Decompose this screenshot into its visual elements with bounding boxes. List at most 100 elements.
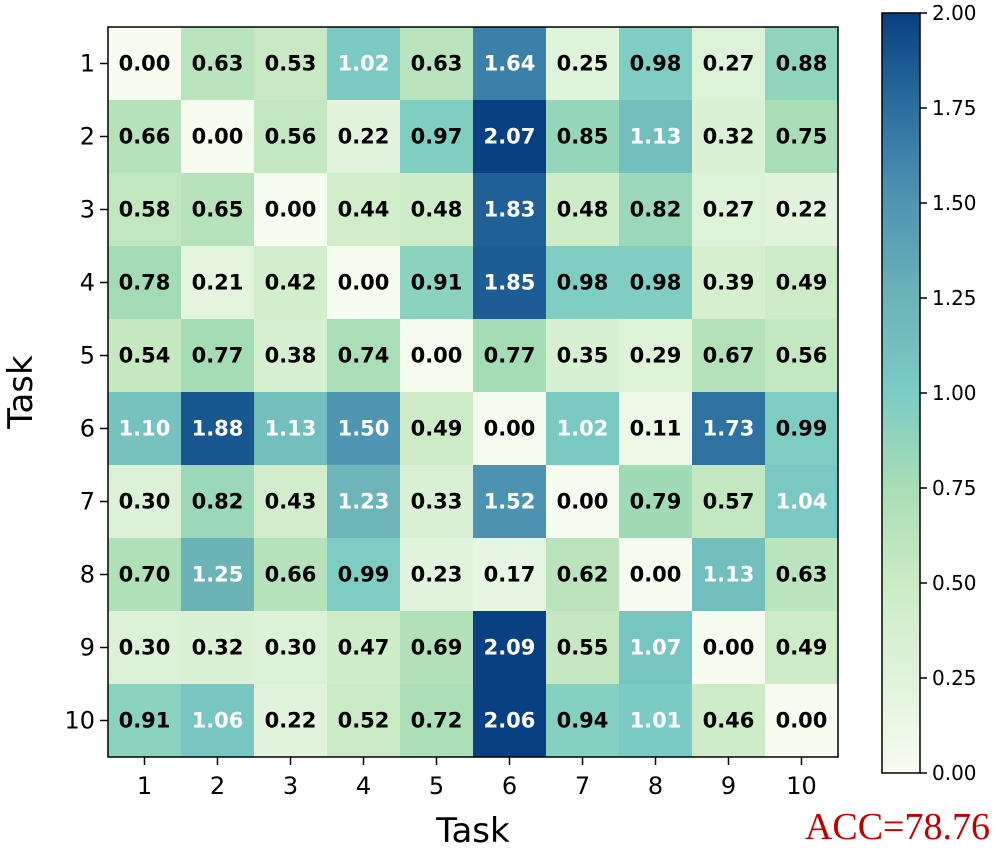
heatmap-cell	[400, 538, 474, 612]
colorbar-tick-label: 0.50	[932, 571, 977, 595]
heatmap-cell	[181, 27, 255, 101]
heatmap-cell-value: 0.54	[119, 344, 171, 368]
heatmap-cell-value: 0.63	[411, 52, 463, 76]
heatmap-cell-value: 0.49	[776, 636, 828, 660]
heatmap-cell-value: 0.69	[411, 636, 463, 660]
heatmap-cell	[327, 27, 401, 101]
heatmap-cell-value: 2.09	[484, 636, 536, 660]
heatmap-cell-value: 0.78	[119, 271, 171, 295]
heatmap-cell-value: 0.91	[119, 709, 171, 733]
heatmap-cell-value: 0.58	[119, 198, 171, 222]
heatmap-cell	[327, 538, 401, 612]
heatmap-cell	[108, 100, 182, 174]
heatmap-cell-value: 0.30	[119, 636, 171, 660]
heatmap-cell-value: 1.04	[776, 490, 828, 514]
heatmap-cell	[254, 27, 328, 101]
x-tick-label: 4	[356, 772, 371, 800]
heatmap-cell-value: 0.35	[557, 344, 609, 368]
heatmap-cell-value: 1.10	[119, 417, 171, 441]
heatmap-cell-value: 0.49	[776, 271, 828, 295]
x-tick-label: 9	[721, 772, 736, 800]
heatmap-cell-value: 0.17	[484, 563, 536, 587]
heatmap-cell-value: 0.66	[119, 125, 171, 149]
heatmap-cell-value: 0.32	[192, 636, 244, 660]
heatmap-cell-value: 2.06	[484, 709, 536, 733]
heatmap-cell-value: 1.25	[192, 563, 244, 587]
heatmap-cell	[546, 27, 620, 101]
x-tick-label: 7	[575, 772, 590, 800]
heatmap-cell	[765, 319, 839, 393]
heatmap-cell	[400, 684, 474, 758]
heatmap-cell-value: 1.83	[484, 198, 536, 222]
heatmap-cell	[327, 100, 401, 174]
heatmap-cell	[400, 100, 474, 174]
heatmap-cell	[400, 611, 474, 685]
heatmap-cell-value: 0.38	[265, 344, 317, 368]
colorbar-tick-label: 0.75	[932, 476, 977, 500]
heatmap-cell	[619, 173, 693, 247]
heatmap-cell-value: 0.29	[630, 344, 682, 368]
heatmap-cell	[254, 319, 328, 393]
heatmap-cell-value: 0.22	[776, 198, 828, 222]
heatmap-cell	[181, 100, 255, 174]
heatmap-cell-value: 0.98	[630, 52, 682, 76]
y-tick-label: 8	[80, 561, 95, 589]
heatmap-cell	[546, 465, 620, 539]
heatmap-cell-value: 0.25	[557, 52, 609, 76]
heatmap-cell-value: 0.00	[265, 198, 317, 222]
heatmap-cell-value: 0.22	[265, 709, 317, 733]
heatmap-cell-value: 0.94	[557, 709, 609, 733]
heatmap-cell	[473, 684, 547, 758]
heatmap-cells	[108, 27, 839, 758]
heatmap-cell	[473, 319, 547, 393]
y-axis-ticks: 1 2 3 4 5 6 7 8 9 10	[64, 50, 108, 735]
heatmap-cell	[181, 611, 255, 685]
heatmap-cell-value: 1.73	[703, 417, 755, 441]
heatmap-cell	[692, 392, 766, 466]
heatmap-cell	[327, 465, 401, 539]
heatmap-cell	[254, 611, 328, 685]
heatmap-cell	[108, 27, 182, 101]
heatmap-cell	[108, 392, 182, 466]
heatmap-cell	[108, 611, 182, 685]
heatmap-cell	[254, 392, 328, 466]
y-tick-label: 5	[80, 342, 95, 370]
colorbar	[881, 12, 921, 774]
heatmap-cell	[546, 100, 620, 174]
heatmap-cell-value: 1.52	[484, 490, 536, 514]
heatmap-cell-value: 0.00	[484, 417, 536, 441]
heatmap-cell-value: 0.39	[703, 271, 755, 295]
heatmap-cell	[765, 684, 839, 758]
x-axis-title: Task	[435, 811, 510, 849]
heatmap-cell	[181, 465, 255, 539]
heatmap-cell	[765, 173, 839, 247]
heatmap-cell-value: 1.13	[703, 563, 755, 587]
heatmap-cell-value: 0.30	[265, 636, 317, 660]
heatmap-cell-value: 0.00	[411, 344, 463, 368]
heatmap-cell-value: 0.72	[411, 709, 463, 733]
heatmap-cell-value: 0.48	[411, 198, 463, 222]
heatmap-cell-value: 0.53	[265, 52, 317, 76]
heatmap-cell-value: 0.88	[776, 52, 828, 76]
heatmap-cell	[181, 246, 255, 320]
heatmap-cell	[692, 319, 766, 393]
heatmap-cell-value: 0.46	[703, 709, 755, 733]
x-tick-label: 1	[137, 772, 152, 800]
y-tick-label: 2	[80, 123, 95, 151]
heatmap-cell-value: 0.98	[557, 271, 609, 295]
colorbar-tick-label: 0.25	[932, 666, 977, 690]
heatmap-cell-value: 0.47	[338, 636, 390, 660]
heatmap-cell-value: 0.82	[192, 490, 244, 514]
heatmap-cell-value: 0.70	[119, 563, 171, 587]
x-tick-label: 2	[210, 772, 225, 800]
heatmap-cell-value: 0.91	[411, 271, 463, 295]
heatmap-cell-value: 0.99	[776, 417, 828, 441]
heatmap-cell-value: 1.50	[338, 417, 390, 441]
heatmap-cell-value: 0.48	[557, 198, 609, 222]
colorbar-tick-label: 1.25	[932, 286, 977, 310]
heatmap-cell	[692, 27, 766, 101]
heatmap-cell	[473, 27, 547, 101]
heatmap-cell	[181, 684, 255, 758]
x-tick-label: 5	[429, 772, 444, 800]
